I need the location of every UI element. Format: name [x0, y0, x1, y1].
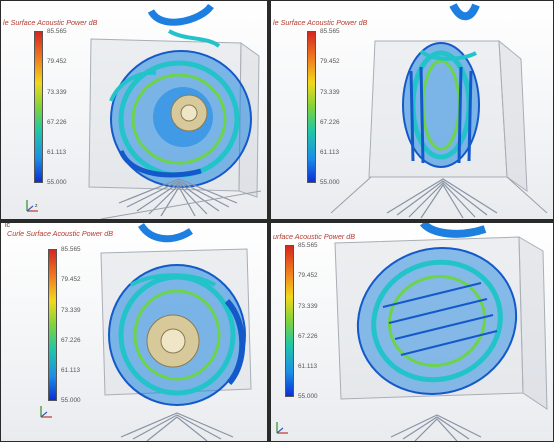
legend-tick: 55.000 [47, 179, 67, 186]
axis-triad-icon [276, 422, 288, 434]
isosurface-render [100, 223, 252, 441]
axis-triad-icon: z [26, 200, 38, 212]
legend-tick: 79.452 [61, 276, 81, 283]
legend-tick: 73.339 [298, 303, 318, 310]
isosurface-render [334, 223, 548, 441]
top-right-view[interactable]: le Surface Acoustic Power dB 85.565 79.4… [271, 1, 553, 219]
legend-title: urface Acoustic Power dB [273, 232, 356, 241]
bottom-right-view[interactable]: urface Acoustic Power dB 85.565 79.452 7… [271, 223, 553, 441]
colorbar [34, 31, 43, 183]
legend-tick: 85.565 [298, 242, 318, 249]
legend-tick: 85.565 [47, 28, 67, 35]
legend-tick: 73.339 [47, 89, 67, 96]
legend-tick: 73.339 [320, 89, 340, 96]
legend-tick: 55.000 [320, 179, 340, 186]
bottom-left-view[interactable]: ic Curle Surface Acoustic Power dB 85.56… [1, 223, 267, 441]
legend-tick: 79.452 [320, 58, 340, 65]
legend-tick: 79.452 [298, 272, 318, 279]
legend-tick: 61.113 [320, 149, 340, 156]
legend-title: Curle Surface Acoustic Power dB [7, 229, 113, 238]
legend-tick: 67.226 [320, 119, 340, 126]
legend-tick: 61.113 [61, 367, 81, 374]
colorbar [48, 249, 57, 401]
legend-tick: 67.226 [47, 119, 67, 126]
viewport-corner-label: ic [5, 223, 11, 229]
legend-tick: 61.113 [298, 363, 318, 370]
legend-tick: 73.339 [61, 307, 81, 314]
legend-title: le Surface Acoustic Power dB [3, 18, 98, 27]
legend-tick: 67.226 [61, 337, 81, 344]
legend-tick: 85.565 [61, 246, 81, 253]
axis-triad-icon [40, 406, 52, 418]
legend-tick: 79.452 [47, 58, 67, 65]
legend-tick: 67.226 [298, 333, 318, 340]
legend-tick: 85.565 [320, 28, 340, 35]
legend-tick: 61.113 [47, 149, 67, 156]
legend-tick: 55.000 [298, 393, 318, 400]
colorbar [307, 31, 316, 183]
legend-title: le Surface Acoustic Power dB [273, 18, 368, 27]
isosurface-render [330, 2, 548, 219]
top-left-view[interactable]: le Surface Acoustic Power dB 85.565 79.4… [1, 1, 267, 219]
svg-text:z: z [35, 203, 38, 209]
isosurface-render [88, 3, 262, 219]
legend-tick: 55.000 [61, 397, 81, 404]
colorbar [285, 245, 294, 397]
